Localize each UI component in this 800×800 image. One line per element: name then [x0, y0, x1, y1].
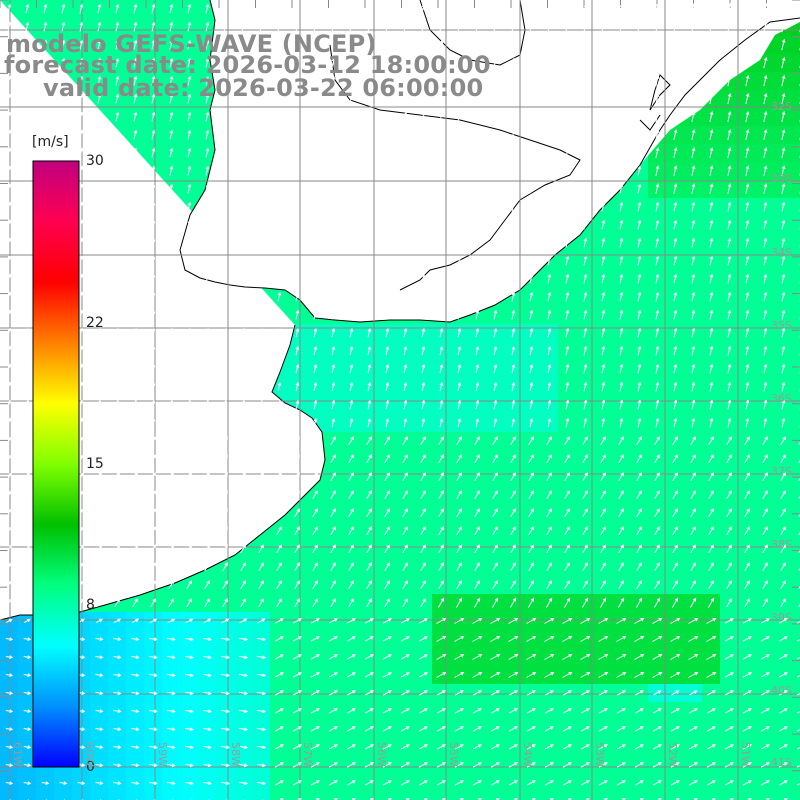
- longitude-label: 55W: [447, 742, 460, 767]
- latitude-label: 33S: [771, 172, 792, 185]
- longitude-label: 52W: [666, 742, 679, 767]
- colorbar-tick-label: 0: [86, 759, 95, 775]
- longitude-label: 51W: [739, 742, 752, 767]
- longitude-label: 53W: [593, 742, 606, 767]
- longitude-label: 56W: [375, 742, 388, 767]
- colorbar-tick-label: 15: [86, 456, 104, 472]
- longitude-label: 60W: [83, 742, 96, 767]
- longitude-label: 59W: [156, 742, 169, 767]
- latitude-label: 35S: [771, 319, 792, 332]
- latitude-label: 37S: [771, 465, 792, 478]
- latitude-label: 38S: [771, 538, 792, 551]
- colorbar-unit: [m/s]: [32, 134, 69, 150]
- colorbar-tick-label: 30: [86, 153, 104, 169]
- latitude-label: 40S: [771, 684, 792, 697]
- longitude-label: 57W: [301, 742, 314, 767]
- latitude-label: 36S: [771, 392, 792, 405]
- title-valid-date: valid date: 2026-03-22 06:00:00: [43, 74, 484, 102]
- wind-vectors: [5, 2, 800, 800]
- latitude-label: 32S: [771, 100, 792, 113]
- title-model: modelo GEFS-WAVE (NCEP): [6, 30, 377, 58]
- colorbar-gradient: [32, 160, 80, 768]
- colorbar-tick-label: 22: [86, 314, 104, 331]
- longitude-label: 54W: [521, 742, 534, 767]
- latitude-label: 41S: [771, 756, 792, 769]
- latitude-label: 39S: [771, 611, 792, 624]
- title-forecast-date: forecast date: 2026-03-12 18:00:00: [4, 51, 491, 79]
- colorbar-tick-label: 8: [86, 597, 95, 614]
- latitude-label: 34S: [771, 246, 792, 259]
- longitude-label: 58W: [229, 742, 242, 767]
- longitude-label: 61W: [11, 742, 24, 767]
